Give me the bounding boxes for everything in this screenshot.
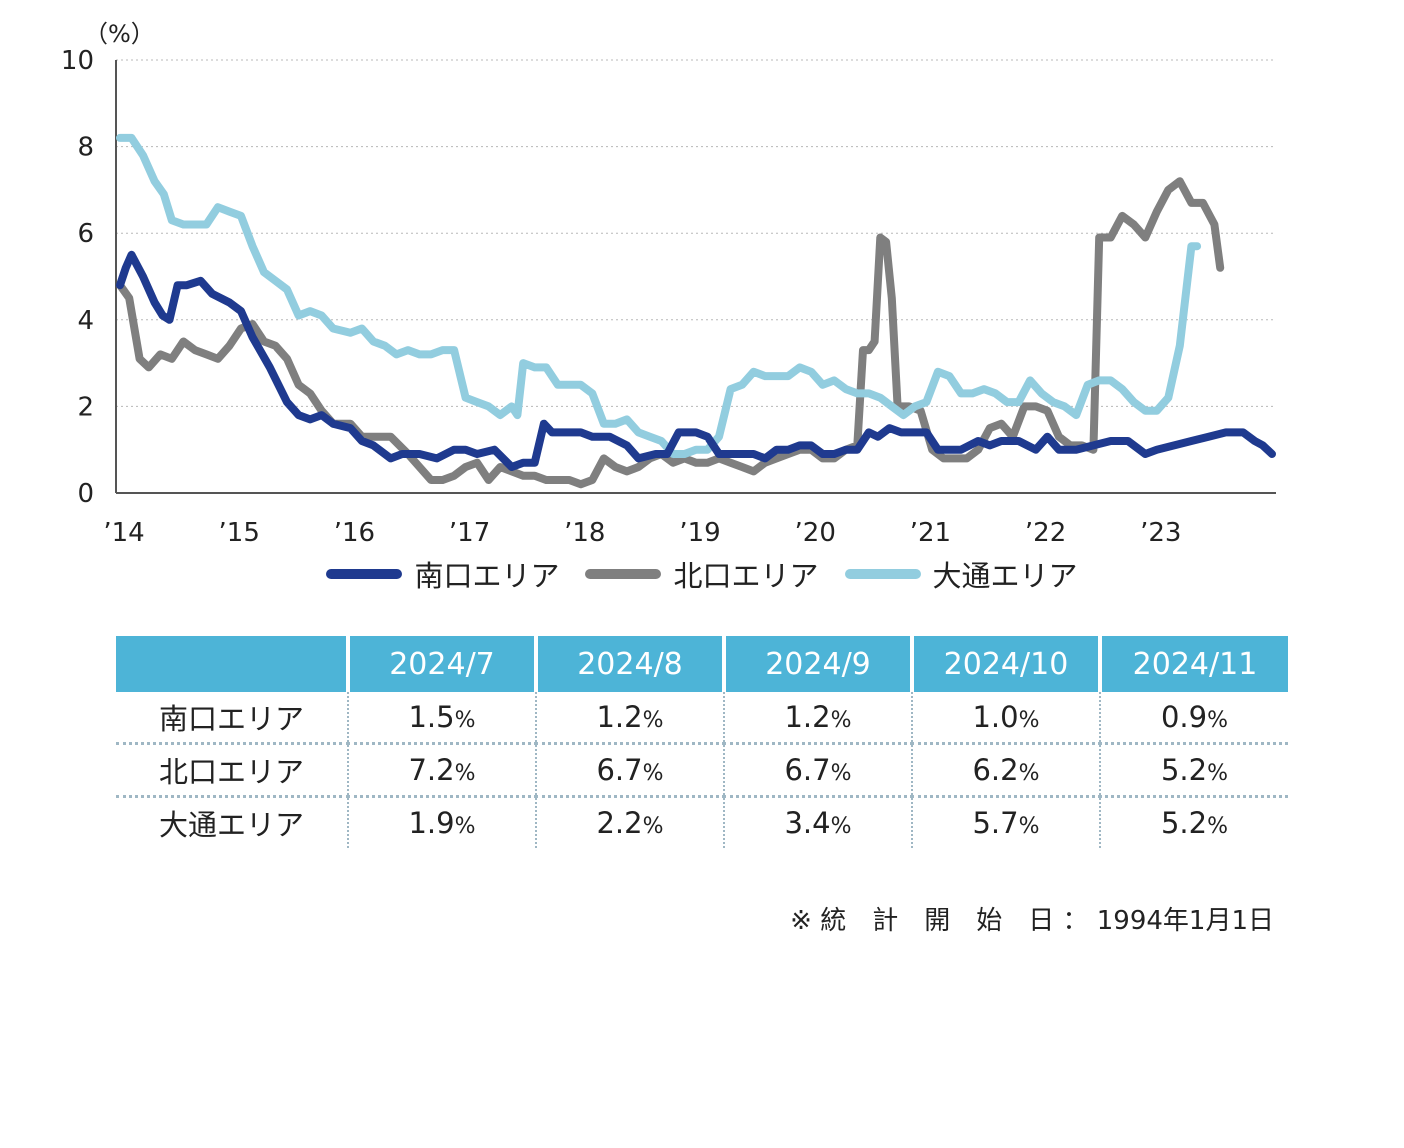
table-cell: 5.7% (911, 796, 1100, 848)
table-cell: 1.0% (911, 692, 1100, 744)
legend-swatch-1 (585, 569, 662, 579)
table-cell: 3.4% (723, 796, 912, 848)
statistics-start-note: ※ 統 計 開 始 日 ： 1994年1月1日 (790, 906, 1274, 936)
cell-value: 5.7 (972, 806, 1019, 840)
x-tick-label-2021: ’21 (910, 518, 951, 548)
y-tick-label-2: 2 (77, 392, 94, 422)
y-axis-unit-label: （%） (84, 20, 155, 48)
row-label: 北口エリア (158, 755, 304, 789)
cell-value: 1.9 (408, 806, 455, 840)
table-body: 南口エリア 1.5% 1.2% 1.2% 1.0% 0.9% 北口エリア 7.2% 6.7% 6.… (116, 692, 1288, 848)
cell-unit: % (454, 814, 476, 839)
cell-value: 1.2 (784, 700, 831, 734)
table-header-1: 2024/7 (346, 636, 536, 692)
table-row: 大通エリア 1.9% 2.2% 3.4% 5.7% 5.2% (116, 796, 1288, 848)
cell-unit: % (1018, 761, 1040, 786)
table-header-2: 2024/8 (534, 636, 724, 692)
legend-label-0: 南口エリア (414, 559, 560, 593)
table-row: 北口エリア 7.2% 6.7% 6.7% 6.2% 5.2% (116, 743, 1288, 797)
cell-value: 1.2 (596, 700, 643, 734)
legend-item-2: 大通エリア (844, 553, 1078, 595)
table-cell: 2.2% (535, 796, 724, 848)
table-header-3: 2024/9 (722, 636, 912, 692)
x-tick-label-2020: ’20 (795, 518, 836, 548)
cell-unit: % (1207, 708, 1229, 733)
cell-unit: % (830, 708, 852, 733)
cell-value: 7.2 (408, 753, 455, 787)
cell-unit: % (1018, 708, 1040, 733)
cell-unit: % (642, 708, 664, 733)
line-chart: 0 2 4 6 8 10 ’14 ’15 ’16 ’17 ’18 ’19 ’20 ’21 ’22 ’23 （%… (61, 20, 1276, 548)
table-cell: 6.2% (911, 743, 1100, 797)
legend-label-1: 北口エリア (673, 559, 819, 593)
table-cell: 6.7% (535, 743, 724, 797)
x-tick-label-2019: ’19 (679, 518, 720, 548)
table-cell: 5.2% (1099, 796, 1288, 848)
y-tick-label-6: 6 (77, 219, 94, 249)
cell-value: 6.7 (596, 753, 643, 787)
legend-swatch-0 (326, 569, 403, 579)
legend-item-1: 北口エリア (585, 553, 819, 595)
row-label: 南口エリア (158, 702, 304, 736)
x-tick-label-2016: ’16 (334, 518, 375, 548)
table-cell: 1.5% (347, 692, 536, 744)
table-header-0 (116, 636, 348, 692)
vacancy-rate-table: 2024/7 2024/8 2024/9 2024/10 2024/11 南口エリア 1.… (116, 636, 1288, 848)
cell-value: 1.5 (408, 700, 455, 734)
table-row: 南口エリア 1.5% 1.2% 1.2% 1.0% 0.9% (116, 692, 1288, 744)
legend-swatch-2 (844, 569, 921, 579)
cell-value: 3.4 (784, 806, 831, 840)
chart-legend: 南口エリア 北口エリア 大通エリア (0, 552, 1404, 596)
cell-unit: % (1018, 814, 1040, 839)
cell-unit: % (1207, 814, 1229, 839)
cell-unit: % (454, 708, 476, 733)
cell-unit: % (1207, 761, 1229, 786)
y-tick-label-8: 8 (77, 133, 94, 163)
table-cell: 1.2% (535, 692, 724, 744)
cell-unit: % (454, 761, 476, 786)
table-cell: 6.7% (723, 743, 912, 797)
table-cell: 7.2% (347, 743, 536, 797)
y-tick-label-0: 0 (77, 479, 94, 509)
cell-unit: % (830, 814, 852, 839)
cell-unit: % (642, 814, 664, 839)
table-cell: 1.2% (723, 692, 912, 744)
cell-value: 2.2 (596, 806, 643, 840)
table-header-4: 2024/10 (910, 636, 1100, 692)
vacancy-rate-table-wrap: 2024/7 2024/8 2024/9 2024/10 2024/11 南口エリア 1.… (116, 636, 1288, 848)
legend-item-0: 南口エリア (326, 553, 559, 595)
x-tick-label-2022: ’22 (1025, 518, 1066, 548)
legend-label-2: 大通エリア (932, 559, 1078, 593)
x-tick-label-2023: ’23 (1140, 518, 1181, 548)
cell-value: 5.2 (1160, 806, 1208, 840)
cell-value: 1.0 (972, 700, 1019, 734)
cell-value: 5.2 (1160, 753, 1208, 787)
axes: 0 2 4 6 8 10 ’14 ’15 ’16 ’17 ’18 ’19 ’20 ’21 ’22 ’23 (61, 46, 1276, 548)
table-cell: 5.2% (1099, 743, 1288, 797)
series-line-0 (116, 250, 1276, 471)
table-header-row: 2024/7 2024/8 2024/9 2024/10 2024/11 (116, 636, 1288, 692)
cell-unit: % (642, 761, 664, 786)
grid-lines (116, 59, 1276, 407)
x-tick-label-2015: ’15 (219, 518, 260, 548)
series-line-1 (116, 177, 1225, 489)
cell-value: 6.2 (972, 753, 1019, 787)
y-tick-label-10: 10 (61, 46, 94, 76)
cell-value: 6.7 (784, 753, 831, 787)
y-tick-label-4: 4 (77, 306, 94, 336)
x-tick-label-2017: ’17 (449, 518, 490, 548)
table-cell: 1.9% (347, 796, 536, 848)
table-cell: 0.9% (1099, 692, 1288, 744)
series-layer (116, 133, 1276, 489)
row-label: 大通エリア (158, 808, 304, 842)
cell-value: 0.9 (1160, 700, 1208, 734)
cell-unit: % (830, 761, 852, 786)
series-line-2 (116, 133, 1202, 458)
x-tick-label-2014: ’14 (103, 518, 144, 548)
table-header-5: 2024/11 (1098, 636, 1288, 692)
x-tick-label-2018: ’18 (564, 518, 605, 548)
